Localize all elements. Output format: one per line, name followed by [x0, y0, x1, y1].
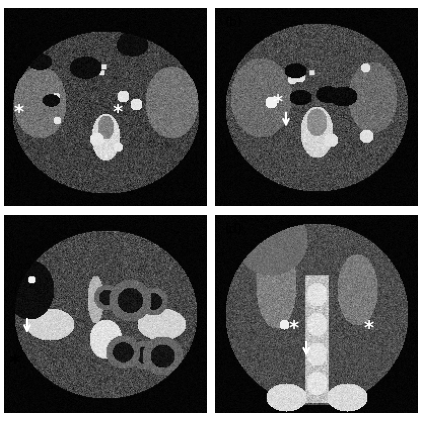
Text: *: * [14, 103, 24, 122]
Text: *: * [113, 103, 123, 122]
Text: *: * [273, 93, 283, 112]
Text: (d): (d) [225, 223, 243, 236]
Text: *: * [289, 320, 299, 338]
Text: *: * [9, 354, 21, 373]
Text: (b): (b) [225, 16, 243, 29]
Text: *: * [364, 320, 374, 338]
